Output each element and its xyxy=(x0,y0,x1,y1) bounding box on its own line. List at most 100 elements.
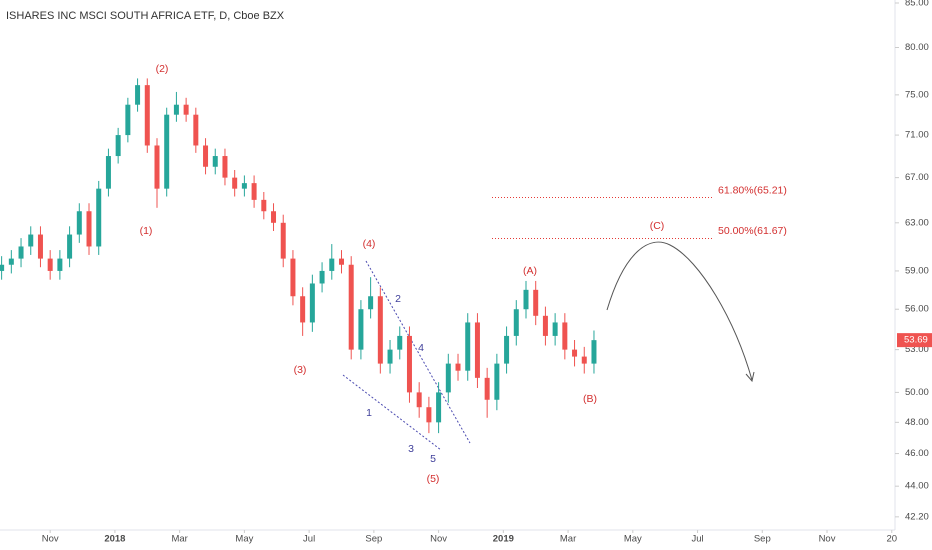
x-tick-label: Mar xyxy=(171,534,187,545)
candle-body xyxy=(455,363,461,371)
candle xyxy=(232,170,238,197)
wave-label: (5) xyxy=(427,473,440,485)
candle xyxy=(436,382,442,434)
candle-body xyxy=(135,85,141,105)
candle xyxy=(552,313,558,346)
candle-body xyxy=(542,315,548,336)
candle xyxy=(154,138,160,208)
y-tick-label: 67.00 xyxy=(905,172,929,183)
candle xyxy=(193,107,199,153)
candle-body xyxy=(251,183,257,200)
candle xyxy=(67,226,73,268)
x-tick-label: Nov xyxy=(42,534,59,545)
candle-body xyxy=(377,296,383,364)
candle-body xyxy=(504,335,510,364)
x-tick-label: 20 xyxy=(886,534,897,545)
candle xyxy=(28,226,34,255)
candle xyxy=(271,203,277,231)
candle xyxy=(280,214,286,268)
candle xyxy=(562,313,568,360)
y-tick-label: 85.00 xyxy=(905,0,929,9)
candle-body xyxy=(173,104,179,115)
candle-body xyxy=(426,407,432,423)
candle xyxy=(494,353,500,411)
candle-body xyxy=(183,104,189,115)
candle-body xyxy=(57,258,63,271)
candle xyxy=(533,280,539,326)
candle-body xyxy=(445,363,451,393)
candle-body xyxy=(47,258,53,271)
candle-body xyxy=(105,156,111,189)
x-tick-label: 2019 xyxy=(493,534,514,545)
candle xyxy=(406,326,412,403)
candle-body xyxy=(465,322,471,371)
chart-title: ISHARES INC MSCI SOUTH AFRICA ETF, D, Cb… xyxy=(6,10,285,22)
candle-body xyxy=(232,177,238,189)
candle-body xyxy=(338,258,344,265)
x-tick-label: May xyxy=(624,534,642,545)
candle-body xyxy=(358,309,364,350)
candle-body xyxy=(494,363,500,400)
x-tick-label: Nov xyxy=(430,534,447,545)
candle xyxy=(251,175,257,208)
candle xyxy=(37,226,43,268)
candle-body xyxy=(18,246,24,259)
wave-label: (A) xyxy=(523,265,537,277)
candle xyxy=(125,97,131,143)
channel-line xyxy=(342,374,442,451)
candle-body xyxy=(96,188,102,247)
sub-wave-label: 3 xyxy=(408,443,414,455)
candle-body xyxy=(115,135,121,157)
candle xyxy=(105,148,111,197)
channel-line xyxy=(365,260,471,444)
candle-body xyxy=(86,211,92,247)
y-tick-label: 50.00 xyxy=(905,387,929,398)
candle xyxy=(465,313,471,381)
sub-wave-label: 4 xyxy=(418,342,424,354)
candle-body xyxy=(348,264,354,350)
candle xyxy=(222,148,228,186)
candle xyxy=(387,340,393,374)
candle-body xyxy=(533,289,539,316)
y-tick-label: 63.00 xyxy=(905,217,929,228)
candle xyxy=(581,346,587,374)
candle xyxy=(523,280,529,319)
candle-body xyxy=(271,211,277,223)
candle-body xyxy=(290,258,296,297)
candle-body xyxy=(67,234,73,259)
candle xyxy=(309,274,315,332)
x-tick-label: Jul xyxy=(303,534,315,545)
candle xyxy=(135,78,141,112)
candle xyxy=(115,127,121,164)
sub-wave-label: 1 xyxy=(366,407,372,419)
candle-body xyxy=(300,296,306,323)
x-tick-label: Nov xyxy=(819,534,836,545)
candle-body xyxy=(144,85,150,146)
candle-body xyxy=(280,222,286,259)
candle-body xyxy=(0,264,5,271)
wave-label: (B) xyxy=(583,393,597,405)
candle-body xyxy=(523,289,529,310)
candle-body xyxy=(484,377,490,400)
candle xyxy=(203,138,209,175)
candle-body xyxy=(154,145,160,189)
candle-body xyxy=(309,283,315,323)
candle-body xyxy=(368,296,374,310)
x-tick-label: Sep xyxy=(365,534,382,545)
candle xyxy=(426,396,432,434)
projection-arrow xyxy=(606,241,753,381)
candle xyxy=(474,313,480,388)
x-tick-label: May xyxy=(235,534,253,545)
y-tick-label: 53.00 xyxy=(905,344,929,355)
y-tick-label: 42.20 xyxy=(905,511,929,522)
candle-body xyxy=(76,211,82,235)
candle xyxy=(319,262,325,293)
candle xyxy=(47,250,53,280)
candle xyxy=(241,175,247,197)
candle xyxy=(8,250,14,274)
candle xyxy=(144,78,150,153)
x-tick-label: Jul xyxy=(691,534,703,545)
candle xyxy=(397,326,403,360)
wave-label: (3) xyxy=(294,364,307,376)
